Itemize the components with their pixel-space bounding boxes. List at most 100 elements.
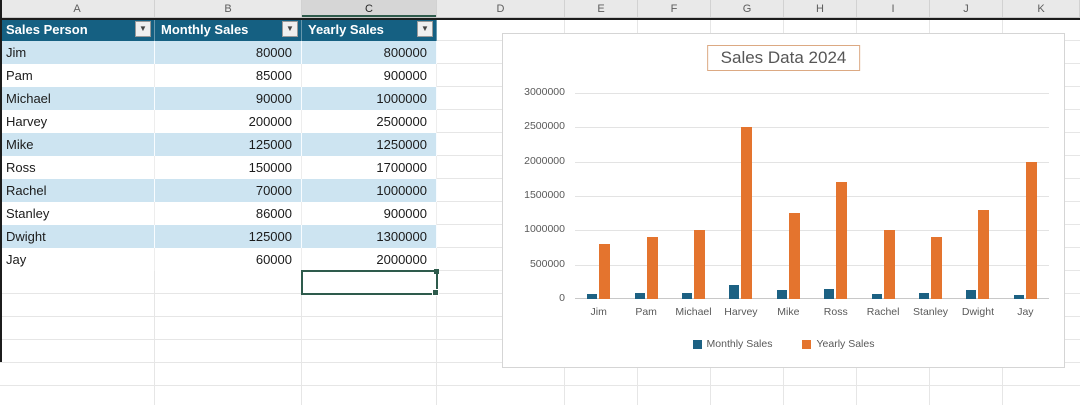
table-row: Pam 85000 900000: [0, 64, 437, 87]
cell-yearly-sales[interactable]: 1300000: [302, 225, 437, 248]
cell-sales-person[interactable]: Harvey: [0, 110, 155, 133]
sales-chart[interactable]: Sales Data 2024 0 500000 1000000 1500000 200…: [502, 33, 1065, 368]
table-header-label: Monthly Sales: [161, 22, 249, 37]
legend-item-yearly-sales[interactable]: Yearly Sales: [802, 338, 874, 350]
column-header-f[interactable]: F: [638, 0, 711, 17]
column-header-h[interactable]: H: [784, 0, 857, 17]
cell-sales-person[interactable]: Ross: [0, 156, 155, 179]
bar-yearly-sales[interactable]: [599, 244, 611, 299]
column-header-j[interactable]: J: [930, 0, 1003, 17]
cell-sales-person[interactable]: Michael: [0, 87, 155, 110]
y-axis-tick-label: 2500000: [524, 120, 565, 132]
bar-group-mike[interactable]: [765, 93, 812, 299]
bar-monthly-sales[interactable]: [729, 285, 740, 299]
bar-group-harvey[interactable]: [717, 93, 764, 299]
bar-monthly-sales[interactable]: [919, 293, 930, 299]
bar-monthly-sales[interactable]: [966, 290, 977, 299]
column-header-i[interactable]: I: [857, 0, 930, 17]
cell-sales-person[interactable]: Jay: [0, 248, 155, 271]
cell-monthly-sales[interactable]: 86000: [155, 202, 302, 225]
filter-button-sales-person[interactable]: ▼: [135, 21, 151, 37]
cell-monthly-sales[interactable]: 70000: [155, 179, 302, 202]
bar-monthly-sales[interactable]: [1013, 295, 1024, 299]
bar-monthly-sales[interactable]: [682, 293, 693, 299]
bar-yearly-sales[interactable]: [978, 210, 990, 299]
bar-group-pam[interactable]: [622, 93, 669, 299]
chart-title[interactable]: Sales Data 2024: [706, 45, 861, 71]
plot-area[interactable]: [575, 93, 1049, 299]
selected-cell[interactable]: [301, 269, 439, 296]
y-axis[interactable]: 0 500000 1000000 1500000 2000000 2500000 30000…: [503, 86, 565, 304]
cell-monthly-sales[interactable]: 90000: [155, 87, 302, 110]
table-row: Jay 60000 2000000: [0, 248, 437, 271]
bar-yearly-sales[interactable]: [788, 213, 800, 299]
window-top-edge: [0, 18, 1080, 20]
cell-yearly-sales[interactable]: 2500000: [302, 110, 437, 133]
cell-monthly-sales[interactable]: 125000: [155, 133, 302, 156]
cell-sales-person[interactable]: Rachel: [0, 179, 155, 202]
cell-sales-person[interactable]: Jim: [0, 41, 155, 64]
cell-sales-person[interactable]: Mike: [0, 133, 155, 156]
bar-group-jim[interactable]: [575, 93, 622, 299]
bar-group-ross[interactable]: [812, 93, 859, 299]
cell-yearly-sales[interactable]: 2000000: [302, 248, 437, 271]
legend-label: Monthly Sales: [706, 338, 773, 350]
bar-group-dwight[interactable]: [954, 93, 1001, 299]
table-row: Mike 125000 1250000: [0, 133, 437, 156]
bar-yearly-sales[interactable]: [836, 182, 848, 299]
cell-yearly-sales[interactable]: 800000: [302, 41, 437, 64]
bar-monthly-sales[interactable]: [871, 294, 882, 299]
bar-group-michael[interactable]: [670, 93, 717, 299]
filter-button-monthly-sales[interactable]: ▼: [282, 21, 298, 37]
cell-monthly-sales[interactable]: 60000: [155, 248, 302, 271]
bar-group-jay[interactable]: [1002, 93, 1049, 299]
column-header-e[interactable]: E: [565, 0, 638, 17]
cell-yearly-sales[interactable]: 1250000: [302, 133, 437, 156]
table-header-yearly-sales[interactable]: Yearly Sales ▼: [302, 18, 437, 41]
bar-group-rachel[interactable]: [859, 93, 906, 299]
cell-sales-person[interactable]: Pam: [0, 64, 155, 87]
cell-yearly-sales[interactable]: 1700000: [302, 156, 437, 179]
selection-corner-icon: [434, 269, 439, 274]
x-axis[interactable]: Jim Pam Michael Harvey Mike Ross Rachel Stanley…: [575, 306, 1049, 318]
cell-yearly-sales[interactable]: 900000: [302, 202, 437, 225]
bar-yearly-sales[interactable]: [741, 127, 753, 299]
bar-group-stanley[interactable]: [907, 93, 954, 299]
cell-sales-person[interactable]: Dwight: [0, 225, 155, 248]
bar-yearly-sales[interactable]: [646, 237, 658, 299]
column-header-d[interactable]: D: [437, 0, 565, 17]
legend-item-monthly-sales[interactable]: Monthly Sales: [692, 338, 773, 350]
column-header-c[interactable]: C: [302, 0, 437, 17]
bar-monthly-sales[interactable]: [634, 293, 645, 299]
bar-monthly-sales[interactable]: [824, 289, 835, 299]
cell-sales-person[interactable]: Stanley: [0, 202, 155, 225]
filter-button-yearly-sales[interactable]: ▼: [417, 21, 433, 37]
column-header-a[interactable]: A: [0, 0, 155, 17]
cell-yearly-sales[interactable]: 900000: [302, 64, 437, 87]
column-header-k[interactable]: K: [1003, 0, 1080, 17]
cell-monthly-sales[interactable]: 200000: [155, 110, 302, 133]
table-header-sales-person[interactable]: Sales Person ▼: [0, 18, 155, 41]
bar-monthly-sales[interactable]: [587, 294, 598, 299]
cell-yearly-sales[interactable]: 1000000: [302, 179, 437, 202]
x-axis-label: Jay: [1017, 306, 1034, 318]
cell-monthly-sales[interactable]: 80000: [155, 41, 302, 64]
bar-yearly-sales[interactable]: [1025, 162, 1037, 299]
fill-handle-icon[interactable]: [432, 289, 439, 296]
y-axis-tick-label: 500000: [529, 258, 565, 270]
cell-monthly-sales[interactable]: 150000: [155, 156, 302, 179]
cell-monthly-sales[interactable]: 85000: [155, 64, 302, 87]
bar-yearly-sales[interactable]: [883, 230, 895, 299]
bar-yearly-sales[interactable]: [694, 230, 706, 299]
x-axis-label: Ross: [823, 306, 848, 318]
column-header-b[interactable]: B: [155, 0, 302, 17]
cell-yearly-sales[interactable]: 1000000: [302, 87, 437, 110]
filter-arrow-icon: ▼: [421, 24, 429, 33]
table-header-monthly-sales[interactable]: Monthly Sales ▼: [155, 18, 302, 41]
column-header-g[interactable]: G: [711, 0, 784, 17]
cell-monthly-sales[interactable]: 125000: [155, 225, 302, 248]
bar-monthly-sales[interactable]: [776, 290, 787, 299]
chart-title-text: Sales Data 2024: [720, 48, 847, 67]
sheet-grid[interactable]: Sales Person ▼ Monthly Sales ▼ Yearly Sales ▼…: [0, 18, 1080, 405]
bar-yearly-sales[interactable]: [931, 237, 943, 299]
